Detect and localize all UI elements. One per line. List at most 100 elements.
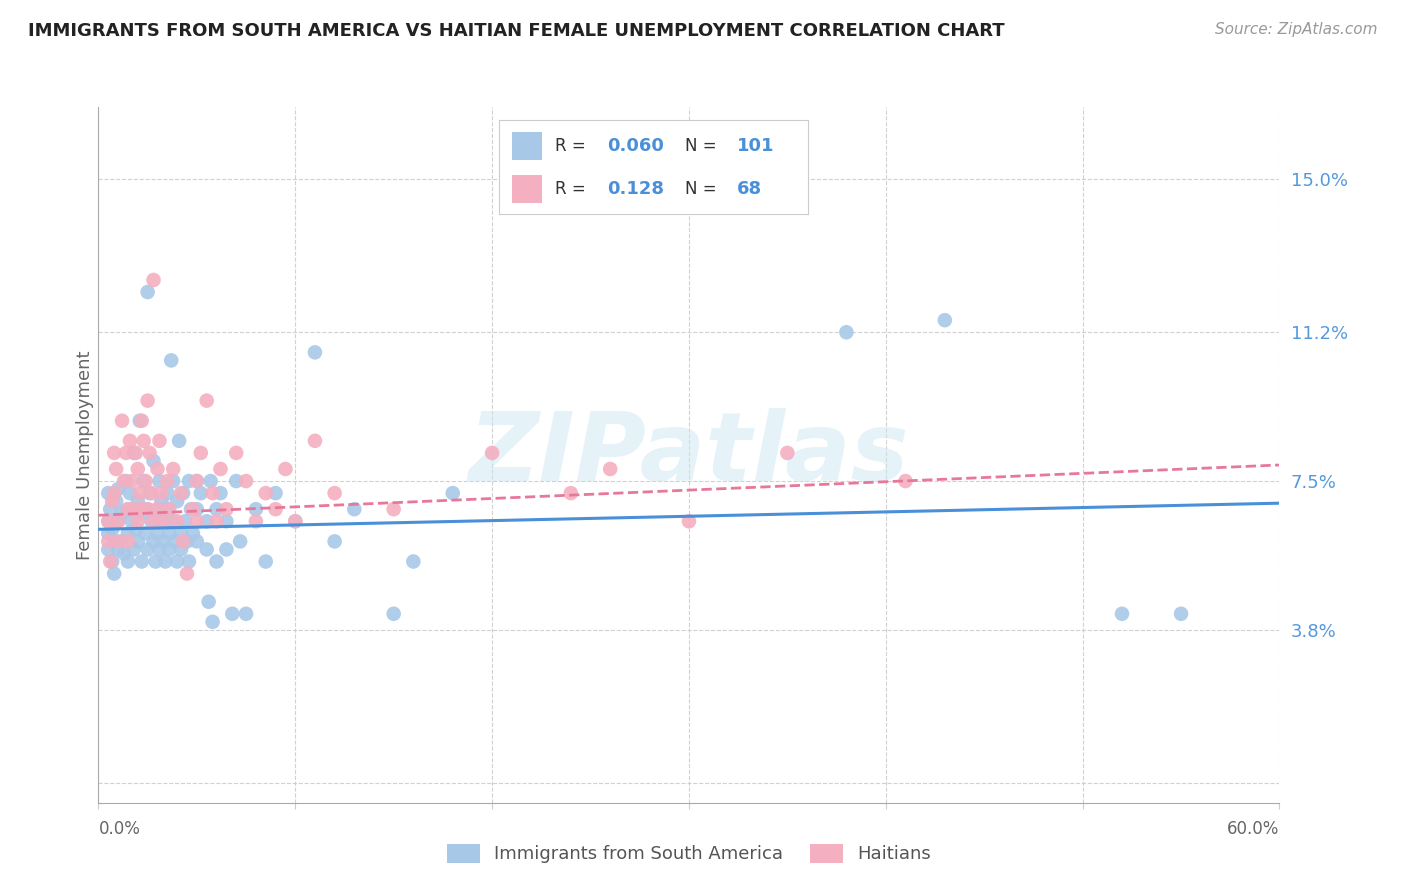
Point (284, 514, 307, 528)
Point (127, 514, 149, 528)
Point (245, 502, 267, 516)
Y-axis label: Female Unemployment: Female Unemployment (76, 351, 94, 559)
Point (205, 502, 228, 516)
Point (599, 462, 621, 476)
Point (103, 486, 125, 500)
Text: N =: N = (685, 136, 721, 154)
Point (162, 474, 184, 488)
Point (162, 462, 184, 476)
Text: 60.0%: 60.0% (1227, 820, 1279, 838)
Point (152, 514, 174, 528)
Point (190, 486, 212, 500)
Point (97, 514, 120, 528)
Point (125, 446, 148, 460)
Point (382, 502, 405, 516)
Point (146, 462, 169, 476)
Point (343, 502, 366, 516)
Point (131, 414, 153, 428)
Point (146, 502, 169, 516)
Point (146, 526, 169, 541)
Point (481, 446, 503, 460)
Point (186, 502, 208, 516)
Point (107, 534, 129, 549)
Point (132, 434, 155, 448)
Point (131, 554, 153, 568)
Point (157, 542, 180, 557)
Text: 101: 101 (737, 136, 775, 154)
Point (172, 486, 194, 500)
Bar (512, 175, 543, 202)
Point (101, 522, 124, 536)
Text: ZIPatlas: ZIPatlas (468, 409, 910, 501)
Point (170, 526, 193, 541)
Point (136, 502, 159, 516)
Point (138, 486, 160, 500)
Point (205, 514, 228, 528)
Point (103, 534, 125, 549)
Point (136, 393, 159, 408)
Point (177, 474, 200, 488)
Point (195, 514, 218, 528)
Point (934, 313, 956, 327)
Point (118, 486, 141, 500)
Point (121, 474, 143, 488)
Point (201, 486, 224, 500)
Legend: Immigrants from South America, Haitians: Immigrants from South America, Haitians (447, 844, 931, 863)
Point (101, 494, 124, 508)
Point (107, 514, 129, 528)
Point (135, 474, 157, 488)
Point (148, 474, 170, 488)
Point (323, 534, 346, 549)
Point (382, 607, 405, 621)
Point (245, 514, 267, 528)
Point (560, 486, 582, 500)
Point (98, 502, 121, 516)
Point (141, 514, 163, 528)
Point (172, 534, 194, 549)
Point (111, 534, 134, 549)
Point (115, 474, 138, 488)
Point (1111, 607, 1133, 621)
Point (121, 514, 143, 528)
Point (122, 542, 145, 557)
Point (195, 542, 218, 557)
Point (195, 393, 218, 408)
Point (152, 534, 174, 549)
Point (148, 434, 170, 448)
Point (176, 534, 198, 549)
Point (117, 502, 139, 516)
Point (254, 554, 277, 568)
Point (157, 502, 180, 516)
Point (180, 502, 202, 516)
Point (441, 486, 464, 500)
Point (162, 514, 184, 528)
Point (215, 542, 238, 557)
Point (1170, 607, 1192, 621)
Point (136, 285, 159, 299)
Text: 0.0%: 0.0% (98, 820, 141, 838)
Point (835, 325, 858, 339)
Point (142, 454, 165, 468)
Point (142, 273, 165, 287)
Point (402, 554, 425, 568)
Point (136, 502, 159, 516)
Point (117, 554, 139, 568)
Point (145, 554, 167, 568)
Point (156, 486, 179, 500)
Point (254, 486, 277, 500)
Point (131, 506, 153, 520)
Point (155, 554, 177, 568)
Point (235, 607, 257, 621)
Point (107, 482, 129, 496)
Point (186, 514, 208, 528)
Point (111, 506, 134, 520)
Point (105, 494, 128, 508)
Text: N =: N = (685, 180, 721, 198)
Point (117, 526, 139, 541)
Point (197, 595, 219, 609)
Point (167, 434, 190, 448)
Point (103, 566, 125, 581)
Point (160, 353, 183, 368)
Point (98, 554, 121, 568)
Point (678, 514, 700, 528)
